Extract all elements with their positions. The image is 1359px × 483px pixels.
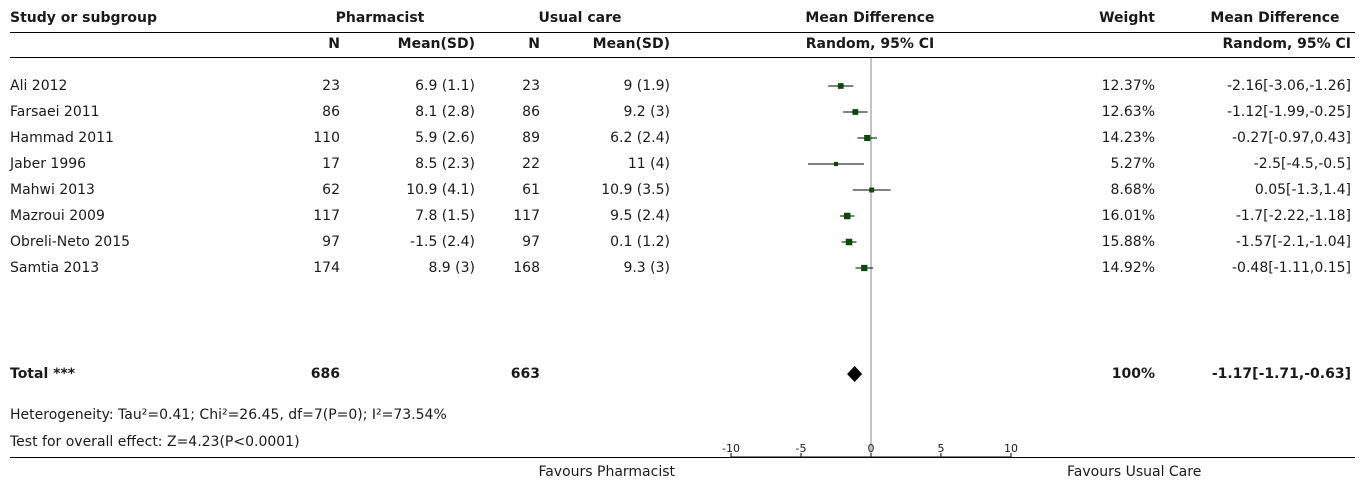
header-md-sub: Random, 95% CI: [805, 36, 935, 52]
overall-effect-text: Test for overall effect: Z=4.23(P<0.0001…: [10, 434, 300, 450]
study-mean2: 0.1 (1.2): [610, 234, 670, 250]
study-n1: 110: [313, 130, 340, 146]
study-n1: 23: [322, 78, 340, 94]
study-mean1: 7.8 (1.5): [415, 208, 475, 224]
study-weight: 14.23%: [1101, 130, 1155, 146]
study-n2: 168: [513, 260, 540, 276]
study-mean1: 8.5 (2.3): [415, 156, 475, 172]
header-divider-bottom: [10, 57, 1355, 58]
point-marker: [861, 264, 868, 272]
header-md-sub2: Random, 95% CI: [1222, 36, 1351, 52]
x-tick-label: 10: [1004, 442, 1018, 455]
x-tick-label: -5: [796, 442, 807, 455]
study-mean2: 10.9 (3.5): [601, 182, 670, 198]
favours-right: Favours Usual Care: [1067, 464, 1202, 480]
study-ci: -2.16[-3.06,-1.26]: [1226, 78, 1351, 94]
study-ci: -1.57[-2.1,-1.04]: [1235, 234, 1351, 250]
study-weight: 15.88%: [1101, 234, 1155, 250]
study-name: Hammad 2011: [10, 130, 114, 146]
x-tick-label: 5: [938, 442, 945, 455]
study-n1: 117: [313, 208, 340, 224]
x-tick-label: 0: [868, 442, 875, 455]
total-ci: -1.17[-1.71,-0.63]: [1211, 366, 1351, 382]
study-mean2: 9.2 (3): [623, 104, 670, 120]
study-name: Samtia 2013: [10, 260, 100, 276]
study-mean2: 6.2 (2.4): [610, 130, 670, 146]
point-marker: [869, 187, 875, 193]
study-mean2: 9 (1.9): [623, 78, 670, 94]
study-weight: 12.63%: [1101, 104, 1155, 120]
study-ci: -2.5[-4.5,-0.5]: [1253, 156, 1351, 172]
study-ci: -1.12[-1.99,-0.25]: [1226, 104, 1351, 120]
study-weight: 16.01%: [1101, 208, 1155, 224]
point-marker: [833, 161, 839, 167]
point-marker: [845, 238, 853, 246]
study-n1: 17: [322, 156, 340, 172]
point-marker: [852, 109, 859, 115]
favours-left: Favours Pharmacist: [538, 464, 675, 480]
study-n2: 86: [522, 104, 540, 120]
study-n2: 23: [522, 78, 540, 94]
header-md-title: Mean Difference: [805, 10, 935, 26]
study-weight: 5.27%: [1110, 156, 1155, 172]
point-marker: [843, 212, 851, 220]
study-n1: 86: [322, 104, 340, 120]
point-marker: [837, 83, 844, 89]
header-md-title2: Mean Difference: [1210, 10, 1340, 26]
study-n2: 97: [522, 234, 540, 250]
header-n1: N: [328, 36, 340, 52]
study-mean2: 9.3 (3): [623, 260, 670, 276]
study-weight: 8.68%: [1110, 182, 1155, 198]
study-name: Obreli-Neto 2015: [10, 234, 131, 250]
total-weight: 100%: [1111, 366, 1155, 382]
total-n2: 663: [510, 366, 540, 382]
study-mean2: 11 (4): [627, 156, 670, 172]
study-weight: 14.92%: [1101, 260, 1155, 276]
study-ci: -1.7[-2.22,-1.18]: [1235, 208, 1351, 224]
study-n2: 61: [522, 182, 540, 198]
study-ci: 0.05[-1.3,1.4]: [1254, 182, 1351, 198]
study-name: Jaber 1996: [10, 156, 87, 172]
x-tick-label: -10: [722, 442, 740, 455]
header-group2: Usual care: [538, 10, 622, 26]
point-marker: [864, 134, 871, 142]
study-ci: -0.48[-1.11,0.15]: [1232, 260, 1351, 276]
study-mean2: 9.5 (2.4): [610, 208, 670, 224]
header-group1: Pharmacist: [335, 10, 425, 26]
header-divider-top: [10, 32, 1355, 33]
study-mean1: 5.9 (2.6): [415, 130, 475, 146]
total-label: Total ***: [10, 366, 76, 382]
pooled-diamond: [847, 366, 863, 382]
study-mean1: 8.1 (2.8): [415, 104, 475, 120]
study-name: Farsaei 2011: [10, 104, 100, 120]
study-n2: 22: [522, 156, 540, 172]
study-mean1: -1.5 (2.4): [410, 234, 475, 250]
study-ci: -0.27[-0.97,0.43]: [1232, 130, 1351, 146]
study-name: Mazroui 2009: [10, 208, 105, 224]
study-n1: 174: [313, 260, 340, 276]
study-mean1: 10.9 (4.1): [406, 182, 475, 198]
study-weight: 12.37%: [1101, 78, 1155, 94]
study-n2: 117: [513, 208, 540, 224]
heterogeneity-text: Heterogeneity: Tau²=0.41; Chi²=26.45, df…: [10, 407, 447, 423]
study-n1: 62: [322, 182, 340, 198]
header-weight: Weight: [1099, 10, 1155, 26]
study-name: Ali 2012: [10, 78, 68, 94]
header-mean1: Mean(SD): [397, 36, 475, 52]
study-n2: 89: [522, 130, 540, 146]
study-mean1: 8.9 (3): [428, 260, 475, 276]
study-n1: 97: [322, 234, 340, 250]
header-study: Study or subgroup: [10, 10, 158, 26]
header-n2: N: [528, 36, 540, 52]
study-mean1: 6.9 (1.1): [415, 78, 475, 94]
footer-divider: [10, 457, 1355, 458]
header-mean2: Mean(SD): [592, 36, 670, 52]
study-name: Mahwi 2013: [10, 182, 95, 198]
total-n1: 686: [310, 366, 340, 382]
